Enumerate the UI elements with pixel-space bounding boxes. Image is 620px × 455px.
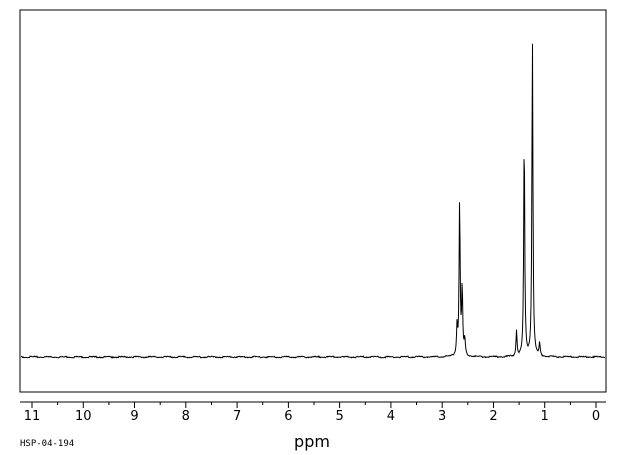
plot-frame <box>19 9 607 393</box>
x-tick-label: 7 <box>233 409 241 424</box>
x-tick-label: 0 <box>592 409 600 424</box>
x-tick-label: 6 <box>284 409 292 424</box>
x-tick-label: 11 <box>24 409 41 424</box>
sample-id-label: HSP-04-194 <box>20 439 74 449</box>
x-tick-label: 9 <box>130 409 138 424</box>
x-tick-label: 3 <box>438 409 446 424</box>
spectrum-line <box>20 43 606 359</box>
x-tick-label: 8 <box>182 409 190 424</box>
x-tick-label: 1 <box>541 409 549 424</box>
x-tick-label: 4 <box>387 409 395 424</box>
x-axis: 11 10 9 8 7 6 5 4 3 2 1 0 <box>20 401 606 424</box>
x-tick-label: 5 <box>335 409 343 424</box>
x-tick-label: 10 <box>75 409 92 424</box>
x-tick-label: 2 <box>489 409 497 424</box>
x-axis-label: ppm <box>294 432 330 451</box>
